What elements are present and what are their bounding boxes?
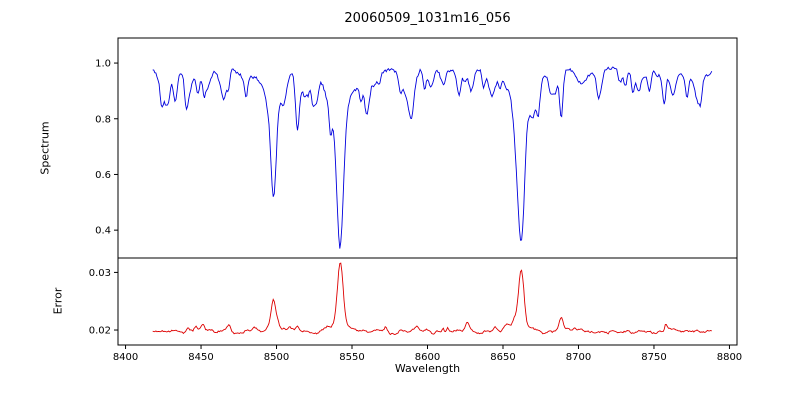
error-axis-label: Error bbox=[51, 287, 65, 315]
wavelength-axis-label: Wavelength bbox=[394, 362, 461, 375]
y-tick-label: 0.02 bbox=[89, 326, 111, 337]
error-panel-frame bbox=[117, 257, 738, 346]
x-tick-label: 8400 bbox=[113, 352, 138, 363]
spectrum-axis-label: Spectrum bbox=[38, 121, 52, 175]
y-tick-label: 0.03 bbox=[89, 268, 111, 279]
x-tick-label: 8650 bbox=[490, 352, 515, 363]
spectrum-line bbox=[152, 66, 713, 249]
x-tick-label: 8800 bbox=[717, 352, 742, 363]
x-tick-label: 8500 bbox=[264, 352, 289, 363]
x-tick-label: 8700 bbox=[566, 352, 591, 363]
x-tick-label: 8550 bbox=[339, 352, 364, 363]
y-tick-label: 0.4 bbox=[95, 226, 111, 237]
x-tick-label: 8600 bbox=[415, 352, 440, 363]
y-tick-label: 1.0 bbox=[95, 59, 111, 70]
error-line bbox=[152, 262, 712, 336]
figure-title: 20060509_1031m16_056 bbox=[344, 11, 511, 26]
x-tick-label: 8450 bbox=[188, 352, 213, 363]
y-tick-label: 0.6 bbox=[95, 170, 111, 181]
x-tick-label: 8750 bbox=[641, 352, 666, 363]
y-tick-label: 0.8 bbox=[95, 114, 111, 125]
spectrum-panel-frame bbox=[117, 37, 738, 259]
